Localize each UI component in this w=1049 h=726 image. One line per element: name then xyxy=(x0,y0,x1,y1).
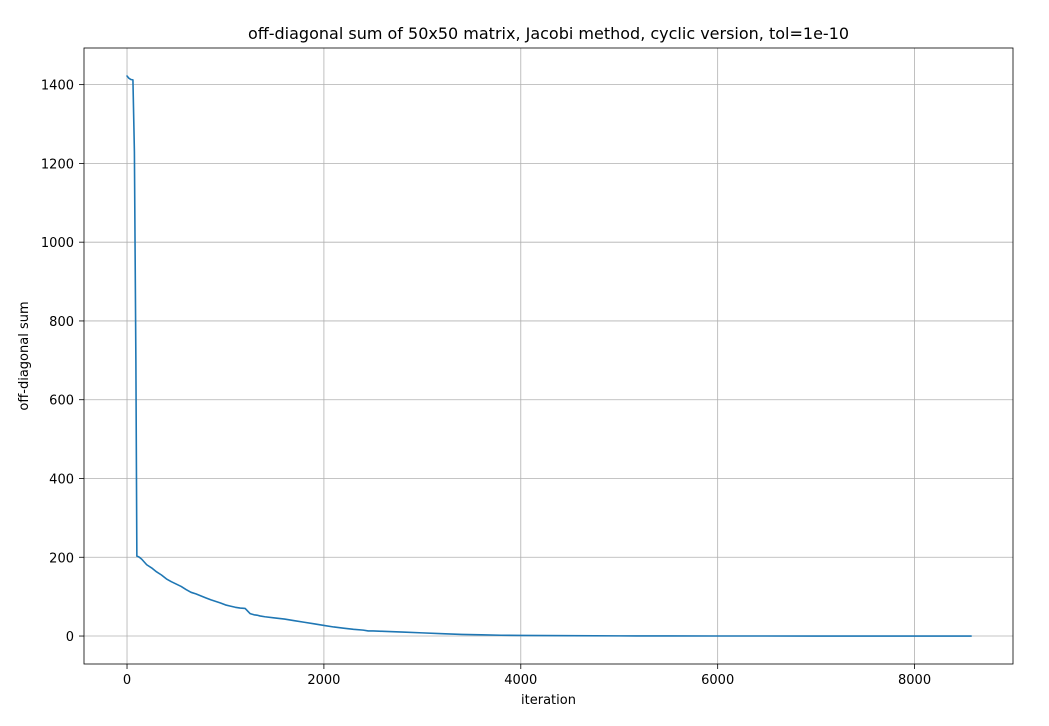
x-axis-label: iteration xyxy=(521,693,576,708)
x-tick-label: 6000 xyxy=(701,673,734,688)
y-tick-label: 400 xyxy=(49,472,74,487)
y-tick-label: 200 xyxy=(49,551,74,566)
y-tick-label: 0 xyxy=(66,630,74,645)
y-tick-label: 800 xyxy=(49,315,74,330)
y-tick-label: 1200 xyxy=(41,157,74,172)
series-line xyxy=(126,75,972,637)
x-tick-label: 0 xyxy=(123,673,131,688)
x-tick-label: 8000 xyxy=(898,673,931,688)
y-tick-label: 1400 xyxy=(41,79,74,94)
x-axis: 0 2000 4000 6000 8000 xyxy=(123,664,931,688)
y-tick-label: 600 xyxy=(49,394,74,409)
x-tick-label: 4000 xyxy=(504,673,537,688)
x-tick-label: 2000 xyxy=(307,673,340,688)
chart-title: off-diagonal sum of 50x50 matrix, Jacobi… xyxy=(248,24,849,43)
plot-series xyxy=(126,75,972,637)
y-axis-label: off-diagonal sum xyxy=(17,301,32,410)
axes-frame xyxy=(83,47,1014,665)
y-tick-label: 1000 xyxy=(41,236,74,251)
y-axis: 0 200 400 600 800 1000 1200 1400 xyxy=(41,79,84,645)
grid xyxy=(84,48,1013,664)
